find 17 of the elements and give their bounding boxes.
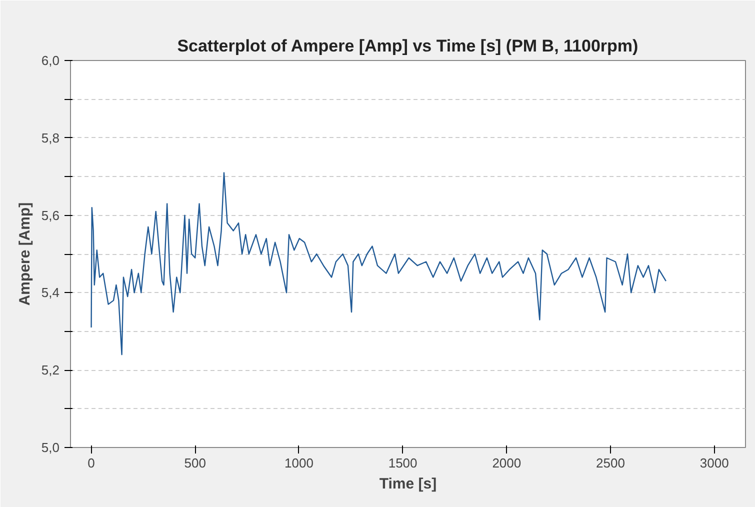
- chart-title: Scatterplot of Ampere [Amp] vs Time [s] (PM B, 1100rpm): [177, 36, 638, 56]
- x-tick-label: 0: [88, 456, 95, 470]
- x-tick-label: 2000: [492, 456, 522, 470]
- x-tick-label: 3000: [700, 456, 729, 470]
- x-tick-label: 1000: [284, 456, 314, 470]
- x-axis-title: Time [s]: [379, 476, 437, 492]
- y-tick-label: 5,8: [41, 130, 60, 146]
- y-tick-label: 6,0: [41, 53, 60, 68]
- x-tick-label: 1500: [388, 456, 418, 470]
- x-tick-label: 2500: [596, 456, 625, 470]
- y-tick-label: 5,6: [41, 208, 60, 223]
- x-tick-label: 500: [184, 456, 206, 470]
- y-tick-label: 5,0: [41, 440, 60, 455]
- y-tick-label: 5,2: [41, 362, 60, 378]
- y-tick-label: 5,4: [41, 285, 60, 300]
- y-axis-title: Ampere [Amp]: [16, 202, 34, 306]
- line-series: [90, 172, 667, 356]
